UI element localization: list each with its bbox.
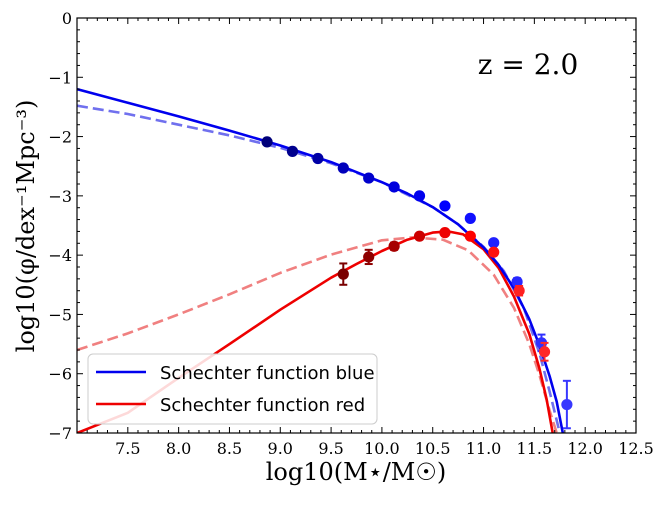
y-tick-label: 0 bbox=[62, 9, 72, 28]
y-tick-label: −4 bbox=[48, 246, 72, 265]
x-tick-label: 9.0 bbox=[268, 439, 293, 458]
blue-data-point bbox=[388, 181, 400, 193]
blue-data-point bbox=[286, 145, 299, 157]
legend-box bbox=[87, 353, 378, 425]
legend: Schechter function blue Schechter functi… bbox=[87, 353, 378, 425]
blue-data-point bbox=[363, 172, 375, 184]
x-tick-label: 9.5 bbox=[318, 439, 343, 458]
red-data-point bbox=[513, 285, 525, 297]
blue-data-point bbox=[464, 212, 476, 224]
y-tick-label: −7 bbox=[48, 424, 72, 443]
blue-data-point bbox=[337, 162, 349, 174]
legend-label-red: Schechter function red bbox=[160, 395, 365, 416]
y-tick-label: −5 bbox=[48, 305, 72, 324]
x-tick-label: 8.0 bbox=[166, 439, 191, 458]
blue-data-point bbox=[439, 200, 451, 212]
red-data-point bbox=[363, 251, 375, 263]
ticks-layer bbox=[76, 17, 637, 434]
red-data-point bbox=[337, 268, 349, 280]
x-tick-label: 12.0 bbox=[567, 439, 603, 458]
redshift-annotation: z = 2.0 bbox=[478, 48, 579, 81]
x-tick-label: 12.5 bbox=[618, 439, 654, 458]
y-tick-label: −6 bbox=[48, 365, 72, 384]
red-data-point bbox=[538, 346, 551, 358]
y-axis-label: log10(φ/dex⁻¹Mpc⁻³) bbox=[12, 100, 40, 353]
blue-data-point bbox=[511, 276, 523, 288]
points-layer bbox=[261, 136, 573, 430]
x-tick-label: 7.5 bbox=[115, 439, 140, 458]
y-tick-label: −2 bbox=[48, 128, 72, 147]
red-data-point bbox=[388, 240, 400, 252]
tick-labels-layer: 7.5 8.0 8.5 9.0 9.5 10.0 10.5 11.0 11.5 12.0 12.5 0… bbox=[48, 9, 653, 458]
red-data-point bbox=[439, 227, 451, 239]
y-tick-label: −3 bbox=[48, 187, 72, 206]
y-tick-label: −1 bbox=[48, 68, 72, 87]
blue-data-point bbox=[561, 398, 573, 411]
x-axis-label: log10(M⋆/M☉) bbox=[266, 458, 447, 486]
red-data-point bbox=[413, 230, 426, 242]
red-data-point bbox=[488, 246, 500, 258]
x-tick-label: 10.5 bbox=[415, 439, 451, 458]
blue-data-point bbox=[312, 152, 324, 165]
x-tick-label: 11.5 bbox=[517, 439, 553, 458]
x-tick-label: 8.5 bbox=[217, 439, 242, 458]
plot-frame bbox=[76, 17, 637, 434]
curve-schechter-function-red bbox=[77, 230, 554, 433]
blue-data-point bbox=[261, 136, 273, 148]
x-tick-label: 11.0 bbox=[466, 439, 502, 458]
red-data-point bbox=[464, 230, 476, 242]
curve-schechter-fit-red-alt bbox=[77, 236, 558, 433]
blue-data-point bbox=[488, 237, 500, 249]
x-tick-label: 10.0 bbox=[364, 439, 400, 458]
blue-data-point bbox=[413, 190, 426, 202]
legend-label-blue: Schechter function blue bbox=[160, 363, 375, 384]
